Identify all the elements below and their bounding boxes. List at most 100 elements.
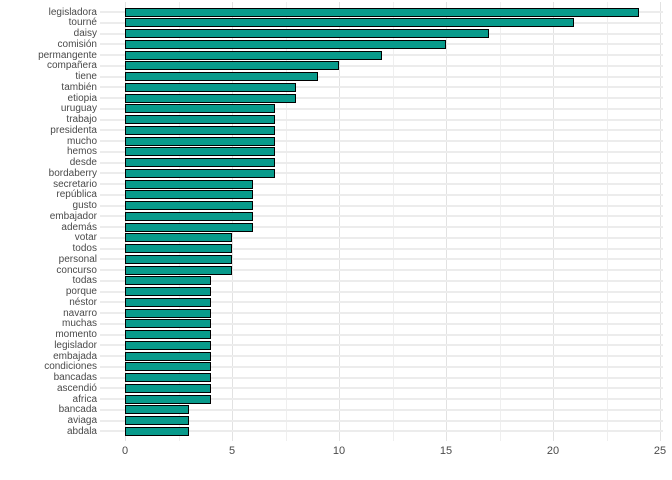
- category-gridline: [100, 107, 663, 110]
- bar: [125, 319, 211, 329]
- bar: [125, 104, 275, 114]
- category-gridline: [100, 64, 663, 67]
- bar: [125, 93, 297, 103]
- bar: [125, 50, 382, 60]
- category-gridline: [100, 140, 663, 142]
- y-axis-label: secretario: [53, 178, 97, 190]
- y-axis-label: porque: [65, 286, 97, 297]
- bar: [125, 426, 190, 436]
- y-axis-label: además: [61, 221, 97, 233]
- category-gridline: [100, 322, 663, 325]
- bar: [125, 136, 275, 146]
- y-axis-label: hemos: [66, 146, 97, 158]
- category-gridline: [100, 75, 663, 78]
- y-axis-label: momento: [55, 329, 97, 340]
- x-axis-tick-label: 25: [653, 445, 667, 457]
- y-axis-label: néstor: [69, 296, 97, 308]
- category-gridline: [100, 236, 663, 239]
- y-axis-label: compañera: [46, 60, 97, 72]
- y-axis-label: todos: [72, 243, 97, 254]
- category-gridline: [100, 279, 663, 282]
- y-axis-label: también: [61, 81, 97, 93]
- y-axis-label: votar: [74, 232, 97, 244]
- category-gridline: [100, 215, 663, 218]
- category-gridline: [100, 172, 663, 175]
- x-axis-tick-label: 10: [332, 445, 346, 457]
- category-gridline: [100, 183, 663, 185]
- y-axis-label: bancadas: [53, 372, 97, 383]
- vertical-gridline-minor: [392, 2, 394, 441]
- y-axis-label: legisladora: [48, 6, 97, 18]
- bar: [125, 276, 211, 286]
- category-gridline: [100, 333, 663, 336]
- bar: [125, 330, 211, 339]
- bar: [125, 72, 318, 81]
- vertical-gridline-major: [125, 2, 126, 441]
- vertical-gridline-major: [232, 2, 233, 441]
- bar: [125, 416, 190, 425]
- y-axis-label: muchas: [61, 318, 97, 330]
- y-axis-label: abdala: [66, 425, 97, 437]
- bar: [125, 373, 211, 382]
- bar: [125, 244, 232, 253]
- bar: [125, 115, 275, 124]
- y-axis-labels: legisladora tourné daisy comisión permangent…: [0, 2, 97, 441]
- y-axis-label: embajador: [49, 210, 97, 222]
- vertical-gridline-minor: [606, 2, 608, 441]
- x-axis-tick-label: 0: [121, 445, 129, 457]
- bar: [125, 39, 446, 49]
- category-gridline: [100, 312, 663, 314]
- bar: [125, 254, 232, 264]
- category-gridline: [100, 258, 663, 261]
- category-gridline: [100, 408, 663, 411]
- category-gridline: [100, 204, 663, 207]
- y-axis-label: bancada: [58, 404, 97, 416]
- category-gridline: [100, 129, 663, 132]
- y-axis-label: mucho: [66, 135, 97, 147]
- y-axis-label: desde: [69, 157, 97, 168]
- category-gridline: [100, 150, 663, 153]
- category-gridline: [100, 419, 663, 422]
- y-axis-label: legislador: [54, 339, 97, 351]
- bar: [125, 383, 211, 393]
- y-axis-label: trabajo: [66, 114, 97, 125]
- vertical-gridline-minor: [285, 2, 287, 441]
- category-gridline: [100, 344, 663, 347]
- y-axis-label: aviaga: [67, 415, 97, 426]
- bar: [125, 222, 254, 232]
- x-axis-labels: 0 5 10 15 20 25: [100, 441, 667, 465]
- bar: [125, 158, 275, 167]
- y-axis-label: personal: [58, 253, 97, 265]
- y-axis-label: permangente: [38, 49, 97, 61]
- category-gridline: [100, 247, 663, 250]
- bar: [125, 351, 211, 361]
- bar: [125, 308, 211, 318]
- vertical-gridline-major: [553, 2, 554, 441]
- y-axis-label: uruguay: [60, 103, 97, 115]
- y-axis-label: gusto: [72, 200, 97, 211]
- bar: [125, 394, 211, 404]
- category-gridline: [100, 365, 663, 368]
- bar: [125, 147, 275, 157]
- bar: [125, 190, 254, 200]
- category-gridline: [100, 118, 663, 121]
- bar: [125, 61, 339, 71]
- category-gridline: [100, 161, 663, 164]
- bar: [125, 287, 211, 296]
- x-axis-tick-label: 15: [439, 445, 453, 457]
- category-gridline: [100, 97, 663, 99]
- category-gridline: [100, 290, 663, 293]
- bar: [125, 362, 211, 372]
- bar: [125, 82, 297, 92]
- y-axis-label: embajada: [53, 350, 97, 362]
- bar: [125, 297, 211, 307]
- category-gridline: [100, 355, 663, 357]
- category-gridline: [100, 430, 663, 433]
- y-axis-label: presidenta: [50, 124, 97, 136]
- bar: [125, 18, 575, 28]
- y-axis-label: tiene: [75, 71, 97, 82]
- y-axis-label: navarro: [63, 307, 97, 319]
- vertical-gridline-minor: [178, 2, 180, 441]
- y-axis-label: concurso: [56, 264, 97, 276]
